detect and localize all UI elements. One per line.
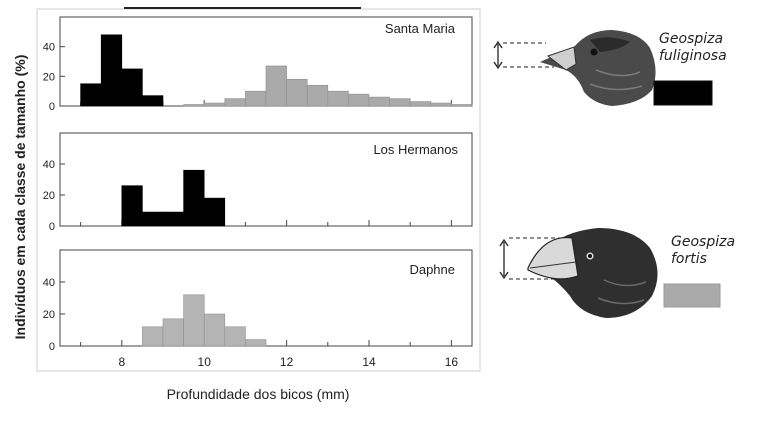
histogram-bar-fuliginosa (100, 34, 123, 107)
legend-species: fuliginosa (659, 48, 727, 64)
histogram-bar-fuliginosa (162, 211, 184, 227)
histogram-bar-fortis (245, 339, 267, 347)
histogram-bar-fortis (162, 318, 184, 347)
panel-title-daphne: Daphne (409, 262, 455, 277)
panel-los-hermanos: Los Hermanos 0 20 40 (43, 132, 473, 233)
finch-fuliginosa-illustration (540, 30, 656, 106)
y-tick-label: 20 (43, 190, 55, 202)
histogram-bar-fuliginosa (142, 95, 164, 107)
legend-label-fuliginosa: Geospiza fuliginosa (659, 31, 727, 65)
panel-frame (59, 132, 473, 227)
y-tick-label: 40 (43, 42, 55, 54)
x-tick-labels: 8 10 12 14 16 (118, 355, 458, 369)
finch-fortis-illustration (527, 228, 658, 318)
histogram-bar-fortis (430, 102, 452, 107)
histogram-bar-fortis (409, 101, 432, 107)
y-tick-label: 0 (49, 101, 55, 113)
x-tick-label: 8 (118, 355, 125, 369)
y-axis-label: Indivíduos em cada classe de tamanho (%) (12, 55, 28, 340)
histogram-bar-fortis (142, 326, 164, 347)
legend-genus: Geospiza (659, 31, 724, 47)
y-tick-label: 40 (43, 159, 55, 171)
histogram-bar-fortis (224, 98, 246, 107)
x-tick-label: 14 (362, 355, 376, 369)
panel-title-los-hermanos: Los Hermanos (373, 142, 458, 157)
histogram-bar-fortis (306, 84, 329, 107)
beak-depth-indicator-fuliginosa (493, 40, 554, 70)
histogram-bar-fuliginosa (121, 68, 143, 107)
legend-label-fortis: Geospiza fortis (671, 234, 735, 268)
x-tick-label: 16 (445, 355, 459, 369)
histogram-bar-fuliginosa (121, 185, 143, 227)
y-tick-label: 20 (43, 309, 55, 321)
y-tick-label: 20 (43, 71, 55, 83)
x-axis-label: Profundidade dos bicos (mm) (167, 386, 350, 402)
histogram-bar-fortis (389, 98, 411, 107)
histogram-bar-fortis (348, 93, 370, 107)
panel-title-santa-maria: Santa Maria (385, 21, 456, 36)
histogram-bar-fortis (327, 90, 349, 107)
histogram-bar-fortis (286, 79, 308, 107)
y-tick-label: 0 (49, 221, 55, 233)
legend-swatch-fuliginosa (653, 80, 713, 106)
x-tick-label: 12 (280, 355, 294, 369)
legend-genus: Geospiza (671, 234, 736, 250)
histogram-bar-fuliginosa (203, 197, 226, 227)
histogram-bar-fortis (224, 326, 246, 347)
histogram-bar-fortis (183, 104, 205, 107)
histogram-bar-fuliginosa (183, 169, 205, 227)
histogram-bar-fortis (245, 90, 267, 107)
beak-depth-indicator-fortis (499, 237, 560, 280)
histogram-bar-fortis (183, 294, 205, 347)
legend-species: fortis (671, 251, 707, 267)
histogram-bar-fortis (203, 102, 226, 107)
histogram-bar-fortis (451, 104, 473, 107)
panel-santa-maria: Santa Maria 0 20 40 (43, 16, 473, 113)
legend-swatch-fortis (663, 283, 721, 308)
histogram-bar-fuliginosa (80, 83, 102, 107)
x-tick-label: 10 (198, 355, 212, 369)
histogram-bar-fortis (203, 313, 226, 347)
histogram-bar-fuliginosa (142, 211, 164, 227)
panel-daphne: Daphne 0 20 40 (43, 249, 473, 353)
y-tick-label: 0 (49, 341, 55, 353)
histogram-bar-fortis (368, 96, 390, 107)
histogram-bar-fortis (265, 65, 287, 107)
y-tick-label: 40 (43, 277, 55, 289)
